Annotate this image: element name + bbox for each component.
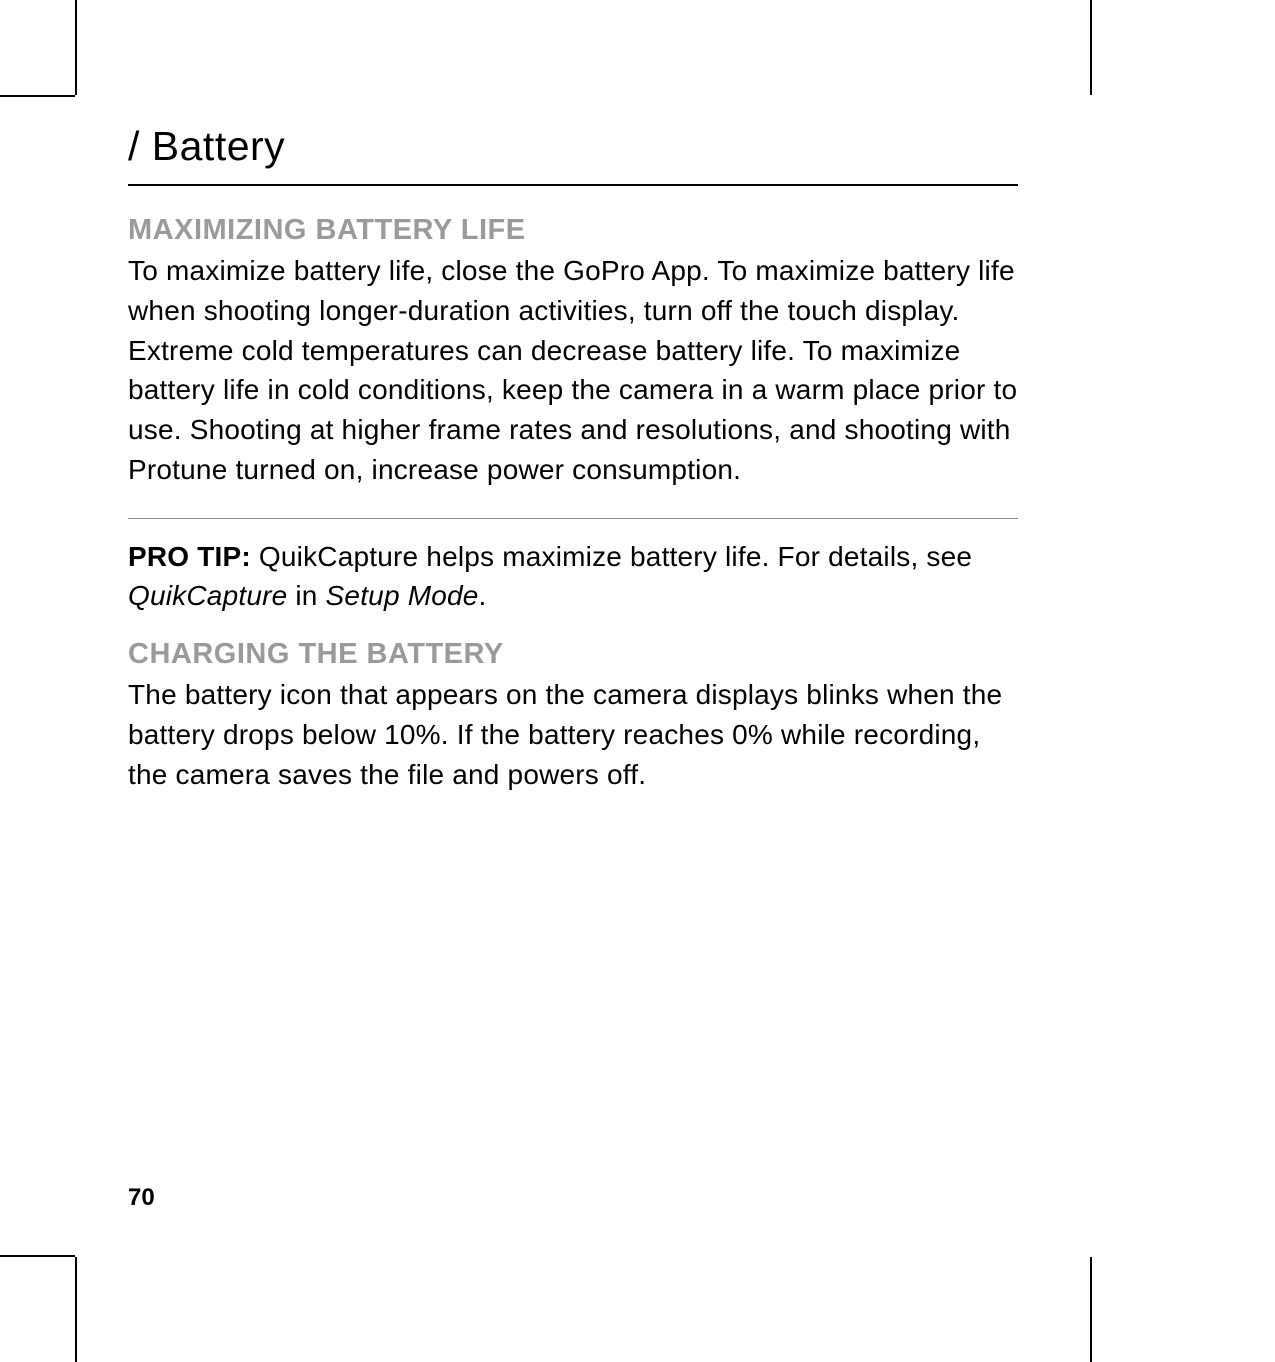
crop-mark: [75, 0, 77, 95]
pro-tip-block: PRO TIP: QuikCapture helps maximize batt…: [128, 537, 1018, 617]
heading-maximizing: MAXIMIZING BATTERY LIFE: [128, 214, 1018, 247]
crop-mark: [75, 1257, 77, 1362]
crop-mark: [0, 1255, 75, 1257]
section-maximizing: MAXIMIZING BATTERY LIFE To maximize batt…: [128, 214, 1018, 490]
body-charging: The battery icon that appears on the cam…: [128, 675, 1018, 794]
pro-tip-italic-1: QuikCapture: [128, 580, 287, 611]
pro-tip-text-1: QuikCapture helps maximize battery life.…: [251, 541, 972, 572]
section-charging: CHARGING THE BATTERY The battery icon th…: [128, 638, 1018, 794]
page-title: / Battery: [128, 95, 1018, 186]
divider-rule: [128, 518, 1018, 519]
crop-mark: [1090, 1257, 1092, 1362]
crop-mark: [0, 95, 75, 97]
heading-charging: CHARGING THE BATTERY: [128, 638, 1018, 671]
pro-tip-italic-2: Setup Mode: [326, 580, 479, 611]
pro-tip-text-mid: in: [287, 580, 325, 611]
crop-mark: [1090, 0, 1092, 95]
page-content: / Battery MAXIMIZING BATTERY LIFE To max…: [128, 95, 1018, 794]
body-maximizing: To maximize battery life, close the GoPr…: [128, 251, 1018, 490]
pro-tip-text-after: .: [479, 580, 487, 611]
page-number: 70: [128, 1184, 155, 1212]
pro-tip-label: PRO TIP:: [128, 541, 251, 572]
